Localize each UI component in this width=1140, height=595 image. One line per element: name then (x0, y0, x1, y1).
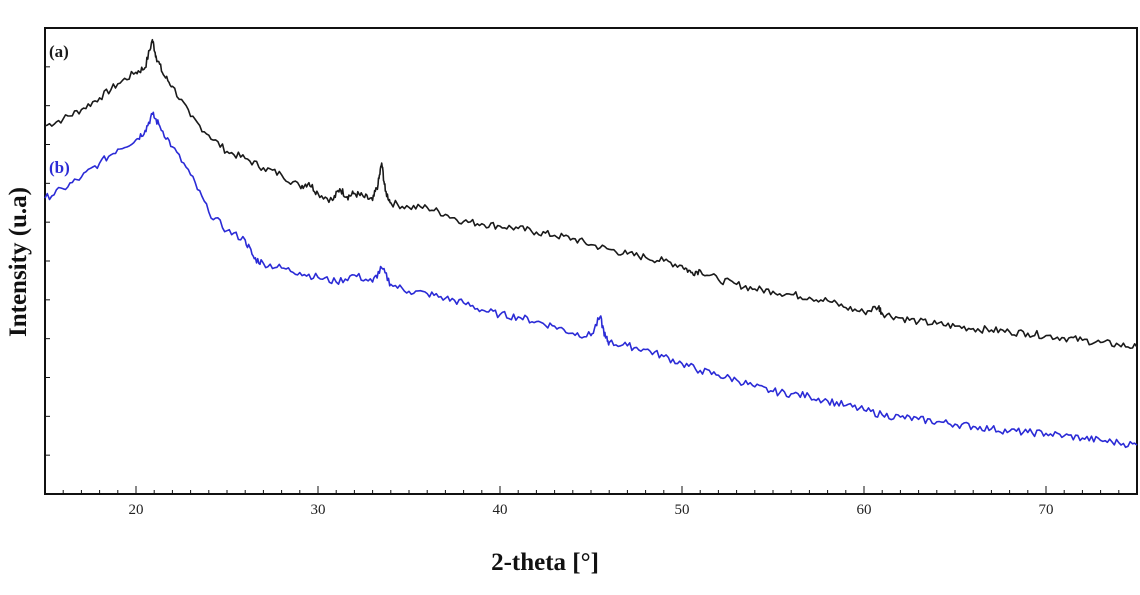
series-label-b: (b) (49, 158, 70, 177)
x-tick-label: 60 (857, 502, 872, 518)
series-label-a: (a) (49, 42, 69, 61)
x-axis-ticks: 20 30 40 50 60 70 (62, 486, 1120, 518)
x-tick-label: 50 (675, 502, 690, 518)
series-layer: (a) (b) (44, 38, 1138, 449)
plot-frame (44, 27, 1138, 495)
series-line-b (44, 111, 1138, 449)
x-tick-label: 30 (311, 502, 326, 518)
x-tick-label: 20 (129, 502, 144, 518)
x-tick-label: 40 (493, 502, 508, 518)
y-axis-ticks (45, 66, 50, 456)
x-tick-label: 70 (1039, 502, 1054, 518)
y-axis-title: Intensity (u.a) (5, 187, 32, 337)
x-axis-title: 2-theta [°] (491, 549, 599, 576)
series-line-a (44, 38, 1138, 349)
